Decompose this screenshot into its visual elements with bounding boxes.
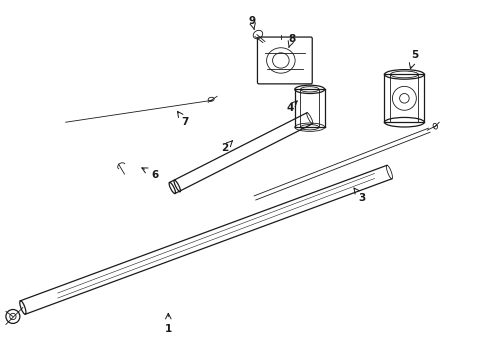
Text: 8: 8	[288, 33, 295, 44]
Text: 1: 1	[165, 324, 172, 334]
Text: 9: 9	[248, 15, 256, 26]
Text: 2: 2	[221, 143, 229, 153]
Text: 6: 6	[152, 170, 159, 180]
Text: 4: 4	[286, 103, 294, 113]
Text: 7: 7	[181, 117, 189, 127]
Text: 3: 3	[358, 193, 365, 203]
Text: 5: 5	[411, 50, 418, 60]
